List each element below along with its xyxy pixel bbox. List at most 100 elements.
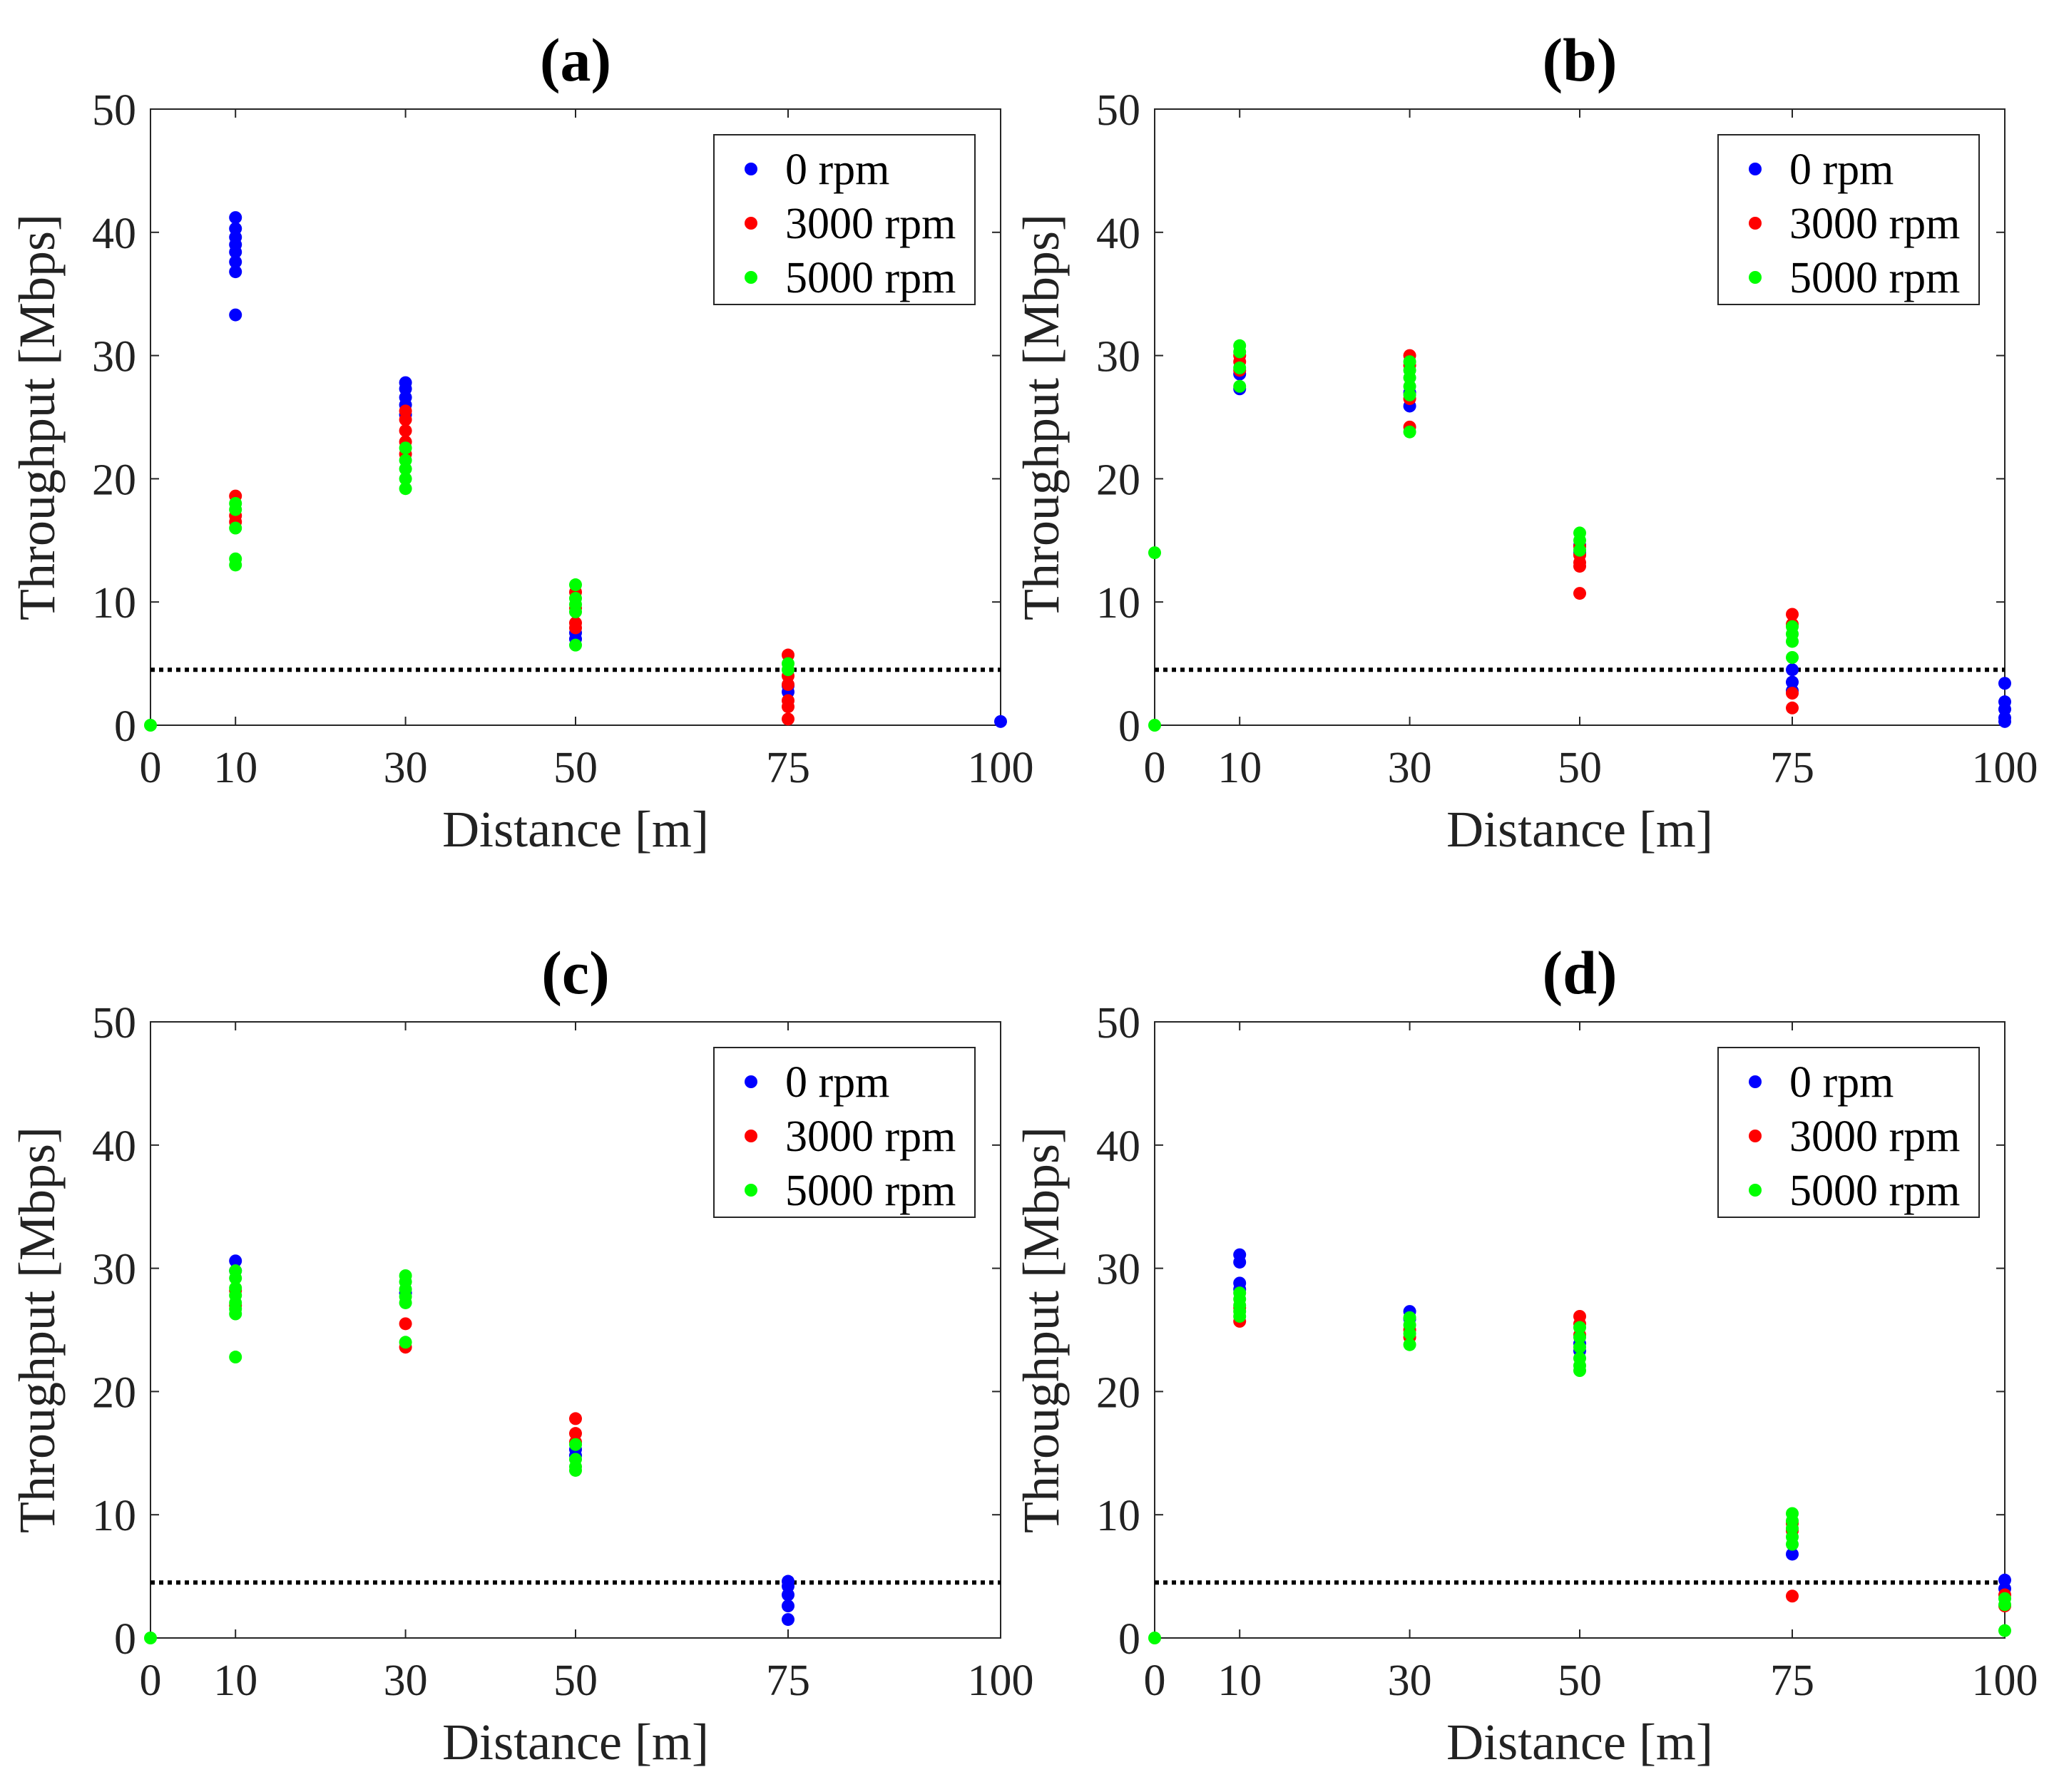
data-point-3000-rpm [399,413,412,426]
y-tick-label: 20 [1096,456,1140,504]
x-tick-label: 100 [1972,1657,2038,1705]
x-axis-label: Distance [m] [1446,1714,1713,1771]
legend-label: 3000 rpm [785,200,956,248]
x-tick-label: 50 [553,744,598,792]
x-axis-label: Distance [m] [442,1714,709,1771]
y-tick-label: 0 [1118,702,1140,751]
x-tick-label: 75 [766,1657,810,1705]
panel-d: (d) 0 10 30 50 75 100 0 10 20 30 40 50 Distance [m] Th… [1013,938,2038,1771]
data-point-5000-rpm [1233,345,1247,359]
data-point-5000-rpm [144,1632,157,1644]
y-tick-label: 0 [114,702,136,751]
legend-label: 3000 rpm [1789,1112,1960,1161]
y-tick-label: 10 [92,579,136,628]
data-point-5000-rpm [1573,543,1586,557]
y-axis-label: Throughput [Mbps] [1013,214,1070,620]
data-point-5000-rpm [229,521,242,535]
data-point-0-rpm [229,308,242,322]
data-point-5000-rpm [229,1351,242,1364]
data-point-3000-rpm [569,1412,582,1425]
legend-box [713,134,976,305]
y-tick-label: 20 [92,456,136,504]
y-tick-label: 10 [1096,1492,1140,1540]
data-point-0-rpm [229,211,242,225]
data-point-3000-rpm [1786,608,1799,621]
panel-title: (c) [541,938,609,1007]
legend-label: 5000 rpm [785,254,956,302]
x-tick-label: 100 [968,744,1034,792]
data-point-5000-rpm [1403,1338,1416,1351]
x-tick-label: 30 [384,744,428,792]
data-point-5000-rpm [1403,388,1416,401]
data-point-5000-rpm [1233,361,1247,374]
legend-label: 5000 rpm [785,1167,956,1215]
legend: 0 rpm 3000 rpm 5000 rpm [1717,134,1980,305]
y-tick-label: 0 [1118,1615,1140,1664]
x-tick-label: 30 [1388,744,1432,792]
data-point-3000-rpm [1573,587,1586,600]
x-tick-label: 0 [140,1657,162,1705]
x-tick-label: 0 [1144,1657,1166,1705]
data-point-3000-rpm [399,424,412,438]
x-axis-label: Distance [m] [442,801,709,858]
data-point-0-rpm [1998,677,2011,690]
data-point-5000-rpm [1573,1364,1586,1378]
panel-c: (c) 0 10 30 50 75 100 0 10 20 30 40 50 Distance [m] Th… [9,938,1034,1771]
x-tick-label: 50 [1558,1657,1602,1705]
x-tick-label: 10 [213,744,257,792]
data-point-0-rpm [229,245,242,259]
panel-b: (b) 0 10 30 50 75 100 0 10 20 30 40 50 Distance [m] Th… [1013,26,2038,858]
legend-label: 3000 rpm [1789,200,1960,248]
data-point-5000-rpm [1998,1598,2011,1612]
legend: 0 rpm 3000 rpm 5000 rpm [713,134,976,305]
x-tick-label: 30 [384,1657,428,1705]
y-axis-label: Throughput [Mbps] [1013,1127,1070,1533]
data-point-5000-rpm [229,558,242,572]
legend-marker-3000-rpm [745,1130,757,1142]
data-point-3000-rpm [1786,687,1799,700]
data-point-0-rpm [229,1254,242,1268]
y-tick-label: 50 [1096,86,1140,135]
data-point-5000-rpm [399,1336,412,1349]
legend-marker-5000-rpm [745,1184,757,1197]
y-tick-label: 30 [92,333,136,382]
data-point-5000-rpm [1403,1327,1416,1341]
y-tick-label: 0 [114,1615,136,1664]
data-point-0-rpm [994,715,1007,728]
x-tick-label: 100 [1972,744,2038,792]
y-tick-label: 20 [92,1368,136,1417]
x-axis-label: Distance [m] [1446,801,1713,858]
data-point-5000-rpm [1148,1632,1161,1644]
y-tick-label: 40 [1096,1122,1140,1171]
y-tick-label: 30 [1096,1246,1140,1294]
data-point-5000-rpm [569,1438,582,1451]
x-tick-label: 0 [1144,744,1166,792]
legend-marker-0-rpm [745,1075,757,1088]
legend-box [1717,134,1980,305]
data-point-5000-rpm [1148,719,1161,732]
legend-marker-3000-rpm [745,217,757,230]
data-point-5000-rpm [399,472,412,486]
data-point-3000-rpm [1786,1589,1799,1603]
legend-label: 0 rpm [1789,145,1894,194]
y-tick-label: 30 [1096,333,1140,382]
x-tick-label: 0 [140,744,162,792]
data-point-5000-rpm [1573,533,1586,547]
data-point-5000-rpm [1233,1309,1247,1323]
y-tick-label: 50 [1096,999,1140,1048]
data-point-5000-rpm [569,605,582,619]
data-point-5000-rpm [782,663,794,677]
data-point-5000-rpm [399,482,412,496]
legend-label: 0 rpm [785,1058,889,1107]
data-point-3000-rpm [569,621,582,635]
series-5000-rpm [1148,1286,2011,1644]
data-point-5000-rpm [144,719,157,732]
x-tick-label: 30 [1388,1657,1432,1705]
data-point-5000-rpm [569,1463,582,1477]
panel-title: (d) [1542,938,1617,1007]
panel-title: (b) [1542,26,1617,94]
data-point-5000-rpm [569,578,582,592]
series-5000-rpm [144,1264,582,1644]
data-point-5000-rpm [1233,379,1247,393]
legend-box [1717,1047,1980,1218]
